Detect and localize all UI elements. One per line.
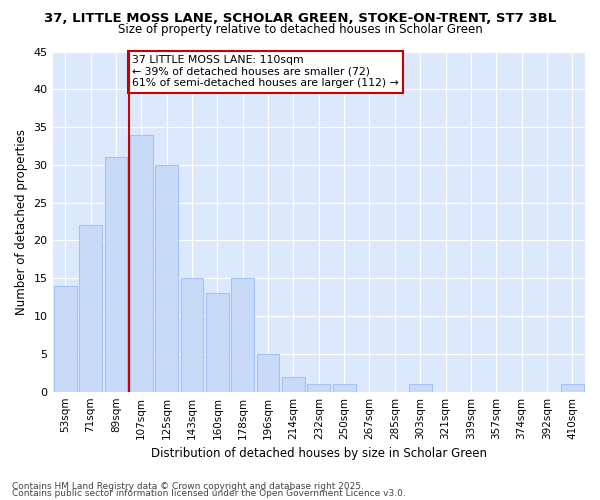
Bar	[282, 376, 305, 392]
Bar	[79, 226, 102, 392]
Bar	[104, 158, 127, 392]
Bar	[333, 384, 356, 392]
Bar	[155, 165, 178, 392]
Bar	[307, 384, 330, 392]
Text: Size of property relative to detached houses in Scholar Green: Size of property relative to detached ho…	[118, 22, 482, 36]
Bar	[409, 384, 431, 392]
Bar	[130, 134, 152, 392]
Bar	[257, 354, 280, 392]
Bar	[561, 384, 584, 392]
Bar	[231, 278, 254, 392]
X-axis label: Distribution of detached houses by size in Scholar Green: Distribution of detached houses by size …	[151, 447, 487, 460]
Text: 37 LITTLE MOSS LANE: 110sqm
← 39% of detached houses are smaller (72)
61% of sem: 37 LITTLE MOSS LANE: 110sqm ← 39% of det…	[133, 56, 399, 88]
Bar	[54, 286, 77, 392]
Bar	[181, 278, 203, 392]
Bar	[206, 294, 229, 392]
Text: Contains HM Land Registry data © Crown copyright and database right 2025.: Contains HM Land Registry data © Crown c…	[12, 482, 364, 491]
Text: 37, LITTLE MOSS LANE, SCHOLAR GREEN, STOKE-ON-TRENT, ST7 3BL: 37, LITTLE MOSS LANE, SCHOLAR GREEN, STO…	[44, 12, 556, 26]
Text: Contains public sector information licensed under the Open Government Licence v3: Contains public sector information licen…	[12, 489, 406, 498]
Y-axis label: Number of detached properties: Number of detached properties	[15, 128, 28, 314]
